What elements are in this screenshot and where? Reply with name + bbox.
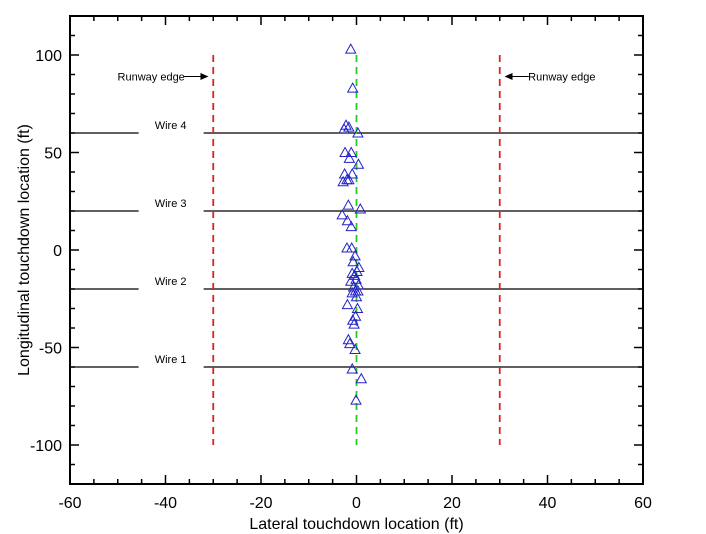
data-point [351,302,364,313]
y-axis-label: Longitudinal touchdown location (ft) [16,124,33,376]
runway-edge-label: Runway edge [118,71,185,83]
data-point [345,220,358,232]
wire-label: Wire 1 [155,354,187,366]
arrow-head [200,72,209,80]
y-tick-label: 100 [35,48,62,65]
x-tick-label: 60 [634,495,652,512]
data-point [348,269,361,280]
x-tick-label: 0 [352,495,361,512]
data-point [341,298,354,310]
data-point [343,337,356,349]
data-point [352,158,365,169]
data-point [352,126,364,138]
data-point [349,343,361,354]
data-point [343,152,356,163]
data-point [346,82,359,93]
data-point [341,173,353,185]
data-point [346,286,359,298]
y-tick-label: 50 [44,146,62,163]
wire-label: Wire 3 [155,198,187,210]
data-point [342,199,355,210]
data-point [346,362,359,374]
x-tick-label: -60 [58,495,81,512]
data-point [338,167,351,179]
y-tick-label: 0 [53,243,62,260]
data-point [336,208,349,220]
data-point [339,146,351,157]
data-point [344,275,357,286]
x-tick-label: -40 [154,495,177,512]
x-tick-label: 40 [539,495,557,512]
data-point [355,372,368,384]
arrow-head [504,72,513,80]
x-tick-label: -20 [249,495,272,512]
data-point [338,123,350,134]
data-point [350,290,363,302]
y-tick-label: -100 [30,438,62,455]
runway-edge-label: Runway edge [528,71,595,83]
data-point [350,394,362,405]
wire-label: Wire 2 [155,276,187,288]
wire-label: Wire 4 [155,120,187,132]
data-point [347,255,360,267]
x-axis-label: Lateral touchdown location (ft) [249,516,463,533]
data-point [341,214,354,226]
y-tick-label: -50 [39,341,62,358]
reference-lines: Wire 4 Wire 3 Wire 2 Wire 1 [70,55,643,445]
data-point [346,314,359,325]
data-point [348,318,360,329]
data-point [346,267,359,278]
data-point [342,333,355,345]
data-point [343,121,355,132]
data-point [343,173,355,185]
axes: -60 -40 -20 0 20 40 60 -100 -50 0 50 100 [30,16,652,512]
data-point [354,203,367,214]
data-point [344,43,357,54]
data-point [352,279,365,290]
data-point [346,167,359,179]
data-point [350,273,362,284]
data-point [345,242,358,253]
annotations: Runway edge Runway edge [118,71,596,83]
data-points [336,43,368,405]
x-tick-label: 20 [443,495,461,512]
